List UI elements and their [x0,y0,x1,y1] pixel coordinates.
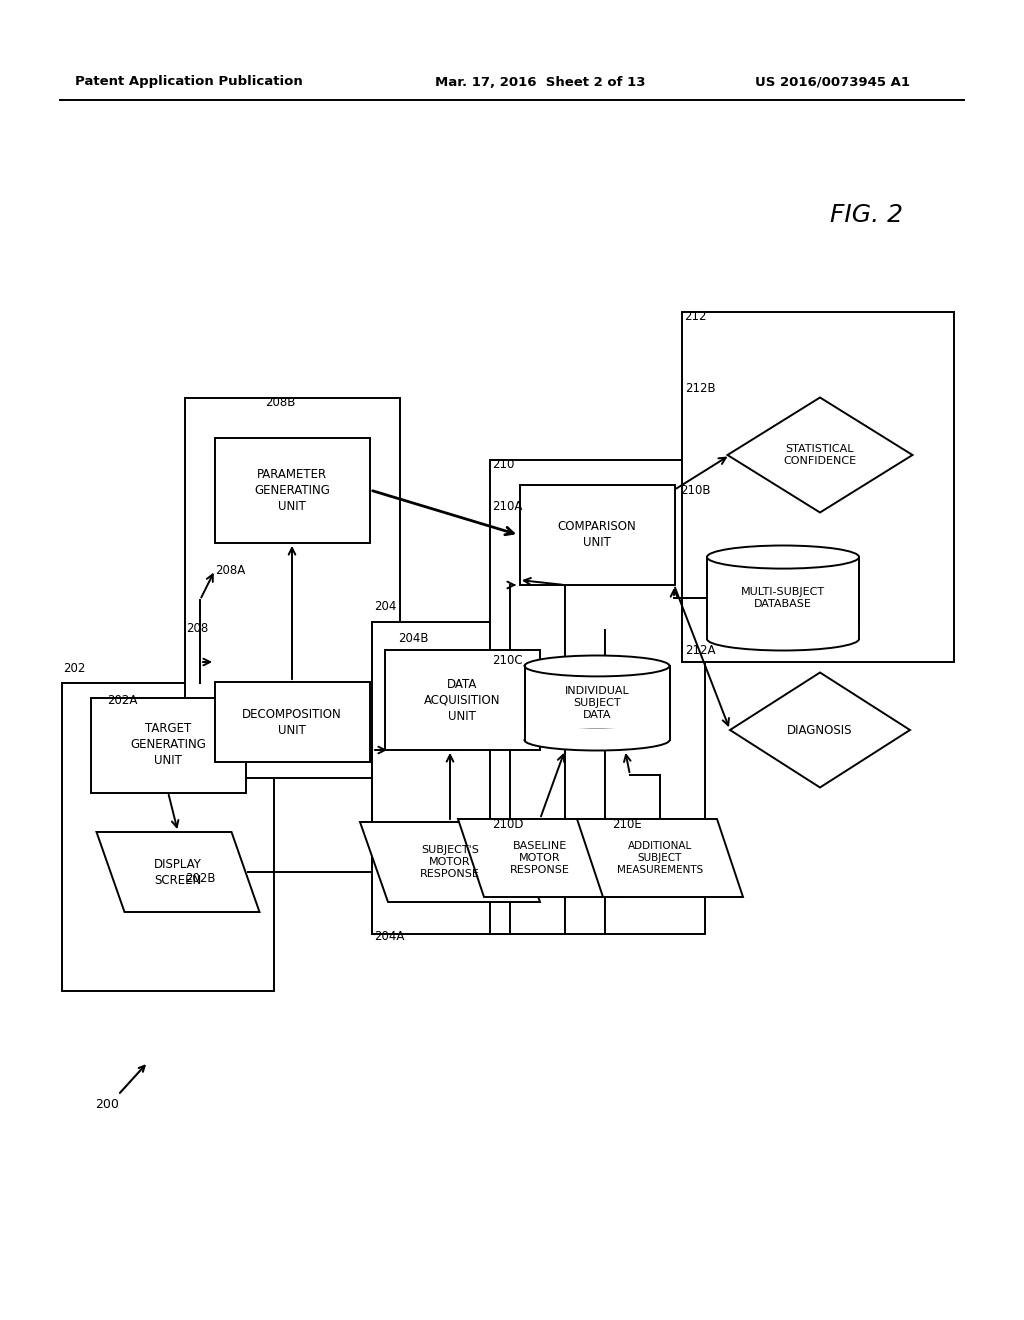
Text: 210D: 210D [492,818,523,832]
Text: Mar. 17, 2016  Sheet 2 of 13: Mar. 17, 2016 Sheet 2 of 13 [435,75,645,88]
Text: 210E: 210E [612,818,642,832]
Text: FIG. 2: FIG. 2 [830,203,903,227]
Text: 202: 202 [63,661,85,675]
Text: 204: 204 [374,601,396,614]
Bar [706,627,860,639]
Ellipse shape [524,656,670,676]
Bar [214,437,370,543]
Text: 210B: 210B [680,483,711,496]
Ellipse shape [524,730,670,751]
Text: 210C: 210C [492,653,522,667]
Text: MULTI-SUBJECT
DATABASE: MULTI-SUBJECT DATABASE [741,587,825,610]
Text: PARAMETER
GENERATING
UNIT: PARAMETER GENERATING UNIT [254,467,330,512]
Text: ADDITIONAL
SUBJECT
MEASUREMENTS: ADDITIONAL SUBJECT MEASUREMENTS [616,841,703,875]
Bar [384,649,540,750]
Bar [90,697,246,792]
Text: TARGET
GENERATING
UNIT: TARGET GENERATING UNIT [130,722,206,767]
Text: 210: 210 [492,458,514,471]
Polygon shape [730,672,910,788]
Text: 212: 212 [684,310,707,323]
Bar [707,557,859,639]
Text: 208A: 208A [215,564,246,577]
Text: DECOMPOSITION
UNIT: DECOMPOSITION UNIT [242,708,342,737]
Bar [214,682,370,762]
Text: 204A: 204A [374,931,404,944]
Text: STATISTICAL
CONFIDENCE: STATISTICAL CONFIDENCE [783,444,856,466]
Text: DIAGNOSIS: DIAGNOSIS [787,723,853,737]
Text: DATA
ACQUISITION
UNIT: DATA ACQUISITION UNIT [424,677,501,722]
Ellipse shape [707,627,859,651]
Text: 210A: 210A [492,500,522,513]
Bar [519,484,675,585]
Bar [524,667,670,741]
Text: 212B: 212B [685,381,716,395]
Text: 202A: 202A [106,693,137,706]
Text: 204B: 204B [398,631,428,644]
Bar [185,399,400,777]
Polygon shape [577,818,743,898]
Text: 202B: 202B [185,871,215,884]
Text: SUBJECT'S
MOTOR
RESPONSE: SUBJECT'S MOTOR RESPONSE [420,845,480,879]
Bar [372,622,552,935]
Polygon shape [96,832,259,912]
Text: DISPLAY
SCREEN: DISPLAY SCREEN [154,858,202,887]
Text: Patent Application Publication: Patent Application Publication [75,75,303,88]
Text: 200: 200 [95,1098,119,1111]
Polygon shape [727,397,912,512]
Ellipse shape [707,545,859,569]
Bar [490,459,705,935]
Text: BASELINE
MOTOR
RESPONSE: BASELINE MOTOR RESPONSE [510,841,570,875]
Text: 208B: 208B [265,396,295,408]
Bar [682,312,954,663]
Bar [523,729,671,741]
Text: COMPARISON
UNIT: COMPARISON UNIT [558,520,636,549]
Bar [62,682,274,991]
Text: 212A: 212A [685,644,716,656]
Polygon shape [360,822,540,902]
Polygon shape [458,818,622,898]
Text: 208: 208 [186,622,208,635]
Text: US 2016/0073945 A1: US 2016/0073945 A1 [755,75,910,88]
Text: INDIVIDUAL
SUBJECT
DATA: INDIVIDUAL SUBJECT DATA [564,685,630,721]
